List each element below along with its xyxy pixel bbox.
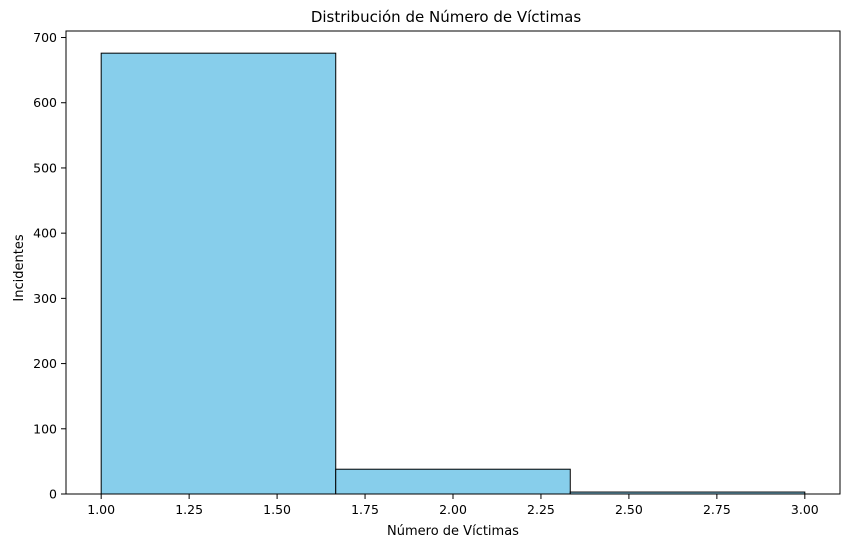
x-tick-label: 3.00 <box>791 502 819 517</box>
x-tick-label: 1.25 <box>175 502 203 517</box>
y-tick-label: 100 <box>33 421 57 436</box>
y-tick-label: 400 <box>33 226 57 241</box>
y-tick-label: 0 <box>49 487 57 502</box>
y-axis-ticks: 0 100 200 300 400 500 600 700 <box>33 30 66 502</box>
y-tick-label: 200 <box>33 356 57 371</box>
histogram-bar-2 <box>335 468 571 495</box>
x-tick-label: 1.75 <box>351 502 379 517</box>
x-tick-label: 1.50 <box>263 502 291 517</box>
bars-group <box>100 52 806 495</box>
x-tick-label: 2.75 <box>703 502 731 517</box>
y-tick-label: 300 <box>33 291 57 306</box>
y-axis-label: Incidentes <box>12 234 27 301</box>
x-axis-ticks: 1.00 1.25 1.50 1.75 2.00 2.25 2.50 2.75 3.00 <box>87 494 819 517</box>
x-axis-label: Número de Víctimas <box>387 524 519 539</box>
x-tick-label: 2.25 <box>527 502 555 517</box>
histogram-bar-1 <box>100 52 337 495</box>
y-tick-label: 700 <box>33 30 57 45</box>
x-tick-label: 2.00 <box>439 502 467 517</box>
y-tick-label: 500 <box>33 160 57 175</box>
chart-title: Distribución de Número de Víctimas <box>311 8 582 26</box>
x-tick-label: 1.00 <box>87 502 115 517</box>
y-tick-label: 600 <box>33 95 57 110</box>
x-tick-label: 2.50 <box>615 502 643 517</box>
